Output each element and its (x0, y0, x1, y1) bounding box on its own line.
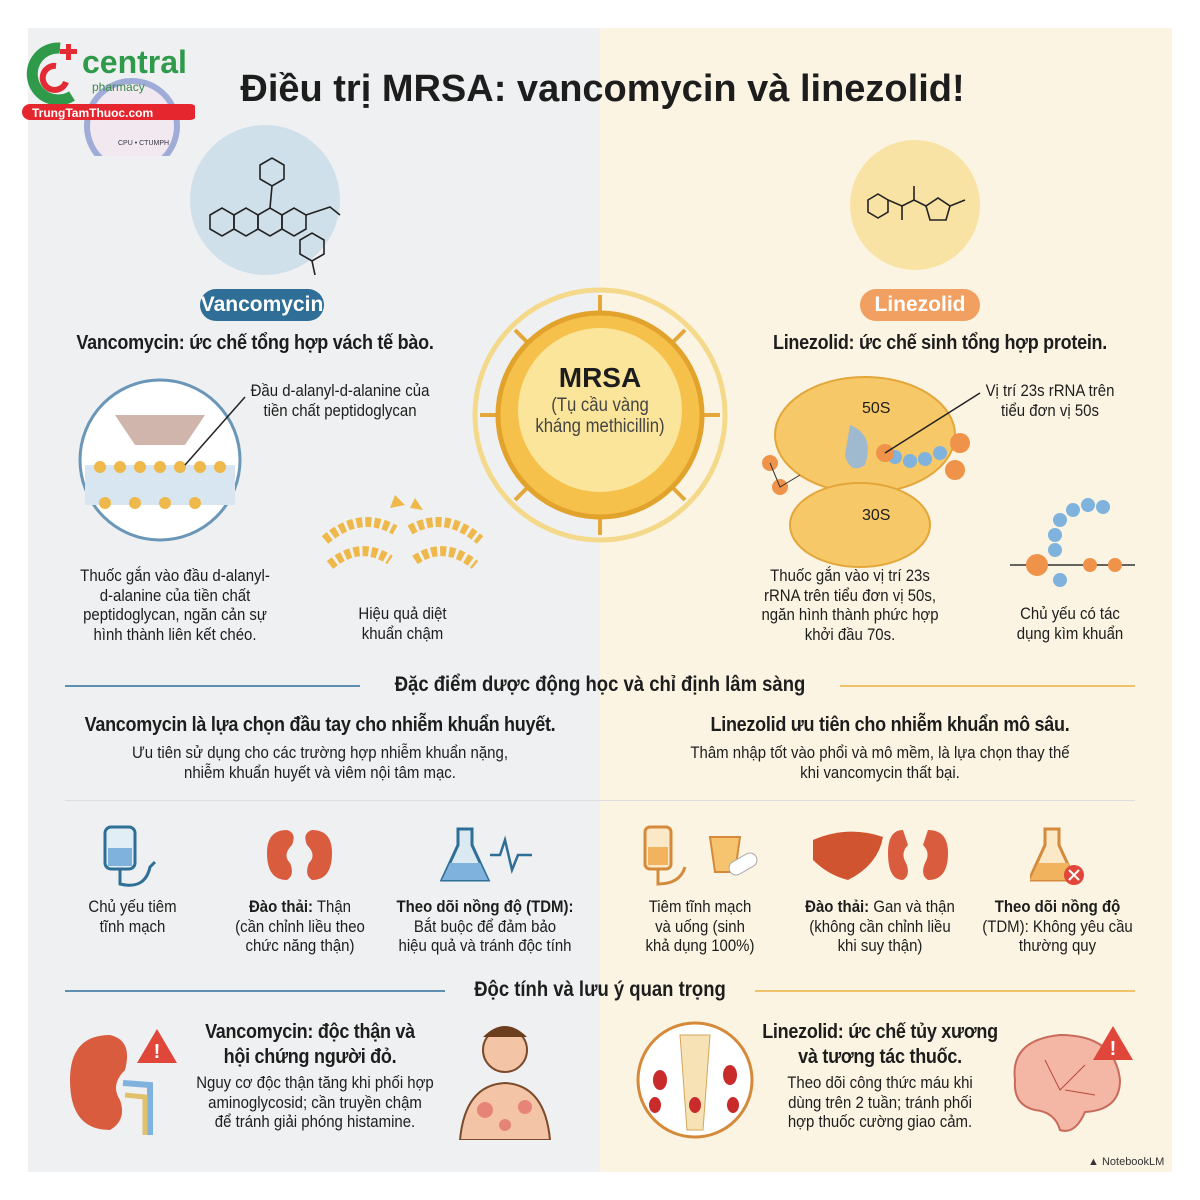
vancomycin-mechanism-heading: Vancomycin: ức chế tổng hợp vách tế bào. (76, 332, 434, 354)
linezolid-caption-mechanism: Thuốc gắn vào vị trí 23s rRNA trên tiểu đ… (761, 566, 939, 644)
svg-text:!: ! (154, 1041, 161, 1063)
kidney-icon (267, 830, 332, 880)
vancomycin-tdm: Theo dõi nồng độ (TDM): Bắt buộc để đảm b… (396, 897, 574, 955)
svg-text:!: ! (1110, 1038, 1117, 1060)
brain-warning-icon: ! (1013, 1026, 1133, 1132)
vancomycin-toxicity-heading: Vancomycin: độc thận và hội chứng người đ… (205, 1021, 415, 1068)
vancomycin-caption-effect: Hiệu quả diệt khuẩn chậm (358, 604, 447, 643)
linezolid-elimination: Đào thải: Gan và thận (không cần chỉnh li… (805, 897, 955, 955)
vancomycin-route: Chủ yếu tiêm tĩnh mạch (88, 897, 177, 936)
vancomycin-indication-heading: Vancomycin là lựa chọn đầu tay cho nhiễm… (84, 714, 556, 736)
mrsa-title: MRSA (558, 362, 642, 393)
vancomycin-callout: Đầu d-alanyl-d-alanine của tiền chất pept… (250, 381, 430, 420)
subunit-30s-label: 30S (862, 507, 891, 524)
divider (65, 800, 1135, 801)
divider (755, 990, 1135, 992)
section-toxicity-title: Độc tính và lưu ý quan trọng (474, 978, 726, 1001)
bone-marrow-icon (636, 1021, 754, 1139)
subunit-50s-label: 50S (862, 400, 891, 417)
mrsa-desc-1: (Tụ cầu vàng (551, 395, 649, 416)
flask-icon (440, 827, 532, 882)
kidney-warning-icon: ! (70, 1029, 177, 1135)
flask-x-icon (1030, 827, 1084, 885)
linezolid-toxicity-heading: Linezolid: ức chế tủy xương và tương tác … (762, 1021, 998, 1068)
linezolid-indication-heading: Linezolid ưu tiên cho nhiễm khuẩn mô sâu… (710, 714, 1070, 736)
vancomycin-label-pill: Vancomycin (200, 289, 324, 321)
linezolid-mechanism-heading: Linezolid: ức chế sinh tổng hợp protein. (772, 332, 1108, 354)
linezolid-tdm: Theo dõi nồng độ (TDM): Không yêu cầu thườ… (982, 897, 1133, 955)
vancomycin-molecule-icon (190, 125, 341, 276)
red-man-syndrome-icon (458, 1026, 552, 1140)
page-title: Điều trị MRSA: vancomycin và linezolid! (240, 68, 965, 110)
mrsa-bacterium-icon (472, 287, 728, 543)
linezolid-toxicity-desc: Theo dõi công thức máu khi dùng trên 2 tu… (787, 1073, 973, 1131)
iv-pill-icon (643, 825, 758, 886)
linezolid-label-pill: Linezolid (860, 289, 980, 321)
divider (840, 685, 1135, 687)
vancomycin-toxicity-desc: Nguy cơ độc thận tăng khi phối hợp aminog… (196, 1073, 434, 1131)
divider (65, 685, 360, 687)
cell-wall-membrane-icon (78, 378, 246, 542)
divider (65, 990, 445, 992)
linezolid-molecule-icon (850, 140, 980, 270)
vancomycin-elimination: Đào thải: Thận (cần chỉnh liều theo chức n… (235, 897, 365, 955)
peptide-chain-icon (1010, 498, 1135, 587)
section-pk-title: Đặc điểm dược động học và chỉ định lâm s… (394, 673, 806, 696)
ribosome-icon (762, 376, 981, 568)
mrsa-desc-2: kháng methicillin) (535, 416, 665, 437)
linezolid-route: Tiêm tĩnh mạch và uống (sinh khả dụng 100%… (645, 897, 755, 955)
vancomycin-indication-desc: Ưu tiên sử dụng cho các trường hợp nhiễm… (132, 743, 508, 782)
iv-bag-icon (103, 825, 157, 887)
vancomycin-caption-mechanism: Thuốc gắn vào đầu d-alanyl-d-alanine của… (80, 566, 270, 644)
notebooklm-watermark: ▲ NotebookLM (1088, 1156, 1165, 1168)
linezolid-indication-desc: Thâm nhập tốt vào phổi và mô mềm, là lựa… (690, 743, 1070, 782)
linezolid-callout: Vị trí 23s rRNA trên tiểu đơn vị 50s (985, 381, 1115, 420)
liver-kidney-icon (813, 830, 948, 880)
logo: central pharmacy TrungTamThuoc.com CPU •… (10, 36, 195, 156)
lysed-membrane-icon (321, 495, 484, 569)
linezolid-caption-effect: Chủ yếu có tác dụng kìm khuẩn (1016, 604, 1124, 643)
